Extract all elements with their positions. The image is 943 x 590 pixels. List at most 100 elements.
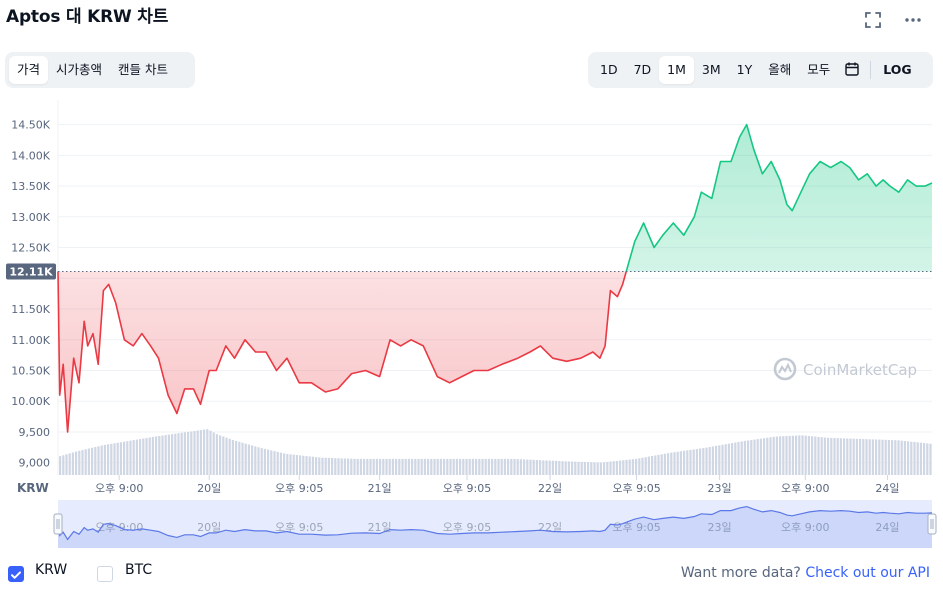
volume-bar <box>679 451 682 475</box>
range-1m[interactable]: 1M <box>659 56 694 84</box>
chart-type-tabs: 가격 시가총액 캔들 차트 <box>5 52 195 88</box>
range-divider <box>870 61 872 79</box>
range-all[interactable]: 모두 <box>807 62 831 77</box>
tab-market-cap[interactable]: 시가총액 <box>56 62 103 77</box>
volume-bar <box>91 447 94 475</box>
volume-bar <box>382 458 385 475</box>
range-1y[interactable]: 1Y <box>736 62 753 77</box>
navigator-right-handle[interactable] <box>927 513 937 535</box>
volume-bar <box>427 458 430 475</box>
price-area-above <box>58 124 932 272</box>
volume-bar <box>644 457 647 475</box>
volume-bar <box>852 438 855 475</box>
volume-bar <box>113 443 116 475</box>
volume-bar <box>398 458 401 475</box>
volume-bar <box>561 461 564 475</box>
volume-bar <box>545 460 548 475</box>
x-tick-label: 오후 9:00 <box>95 482 143 495</box>
volume-bar <box>753 439 756 475</box>
btc-checkbox[interactable] <box>97 566 113 582</box>
range-tabs: 1D 7D 1M 3M 1Y 올해 모두 LOG <box>588 52 933 88</box>
volume-bar <box>260 448 263 475</box>
volume-bar <box>855 438 858 475</box>
volume-bar <box>145 438 148 475</box>
volume-bar <box>913 442 916 475</box>
volume-bar <box>289 454 292 475</box>
volume-bar <box>839 438 842 475</box>
volume-bar <box>782 436 785 475</box>
navigator-left-handle[interactable] <box>53 513 63 535</box>
range-3m[interactable]: 3M <box>701 62 721 77</box>
volume-bar <box>526 459 529 475</box>
volume-bar <box>103 444 106 475</box>
range-navigator[interactable]: 오후 9:00 20일 오후 9:05 21일 오후 9:05 22일 오후 9:05 23일… <box>53 500 937 548</box>
volume-bar <box>590 462 593 475</box>
volume-bar <box>350 458 353 475</box>
volume-bar <box>766 437 769 475</box>
api-link[interactable]: Check out our API <box>805 565 930 581</box>
volume-bar <box>78 450 81 475</box>
volume-bar <box>292 454 295 475</box>
volume-bar <box>340 458 343 475</box>
volume-bar <box>299 455 302 475</box>
volume-bar <box>791 435 794 475</box>
volume-bar <box>846 438 849 475</box>
volume-bar <box>148 437 151 475</box>
volume-bar <box>283 453 286 475</box>
range-1d[interactable]: 1D <box>600 62 618 77</box>
fullscreen-icon[interactable] <box>863 10 883 30</box>
price-chart[interactable]: 9,000 9,500 10.00K 10.50K 11.00K 11.50K 12.50K… <box>0 90 943 555</box>
volume-bar <box>500 458 503 475</box>
range-7d[interactable]: 7D <box>633 62 652 77</box>
range-ytd[interactable]: 올해 <box>768 62 792 77</box>
volume-bar <box>798 435 801 475</box>
volume-bar <box>878 439 881 475</box>
tab-candle-chart[interactable]: 캔들 차트 <box>118 62 169 77</box>
volume-bar <box>59 456 62 475</box>
volume-bar <box>385 458 388 475</box>
volume-bar <box>686 450 689 475</box>
volume-bar <box>599 462 602 475</box>
volume-bar <box>132 440 135 475</box>
volume-bar <box>542 460 545 475</box>
more-icon[interactable] <box>903 10 923 30</box>
volume-bar <box>612 461 615 475</box>
tab-price[interactable]: 가격 <box>9 56 49 84</box>
x-tick-label: 오후 9:00 <box>781 482 829 495</box>
volume-bar <box>75 451 78 475</box>
volume-bar <box>356 458 359 475</box>
volume-bar <box>478 458 481 475</box>
log-scale-button[interactable]: LOG <box>883 62 912 77</box>
volume-bar <box>539 460 542 475</box>
volume-bar <box>97 446 100 475</box>
volume-bar <box>628 459 631 475</box>
volume-bar <box>910 441 913 475</box>
volume-bar <box>247 444 250 475</box>
volume-bar <box>372 458 375 475</box>
volume-bar <box>107 444 110 475</box>
volume-bar <box>884 439 887 475</box>
volume-bar <box>529 459 532 475</box>
volume-bar <box>551 460 554 475</box>
volume-bar <box>510 458 513 475</box>
volume-bar <box>417 458 420 475</box>
krw-checkbox[interactable] <box>8 566 24 582</box>
volume-bar <box>244 443 247 475</box>
navigator-tick-label: 23일 <box>708 520 732 534</box>
volume-bar <box>142 438 145 475</box>
y-tick-label: 10.50K <box>11 364 50 377</box>
volume-bar <box>123 441 126 475</box>
calendar-button[interactable] <box>838 56 866 84</box>
volume-bar <box>593 462 596 475</box>
navigator-tick-label: 20일 <box>197 520 221 534</box>
volume-bar <box>433 458 436 475</box>
volume-bar <box>388 458 391 475</box>
volume-bar <box>468 458 471 475</box>
y-tick-label: 13.50K <box>11 180 50 193</box>
volume-bar <box>903 440 906 475</box>
navigator-tick-label: 오후 9:05 <box>612 521 660 534</box>
watermark-text: CoinMarketCap <box>803 361 917 379</box>
volume-bar <box>673 452 676 475</box>
volume-bar <box>689 449 692 475</box>
volume-bar <box>219 435 222 475</box>
